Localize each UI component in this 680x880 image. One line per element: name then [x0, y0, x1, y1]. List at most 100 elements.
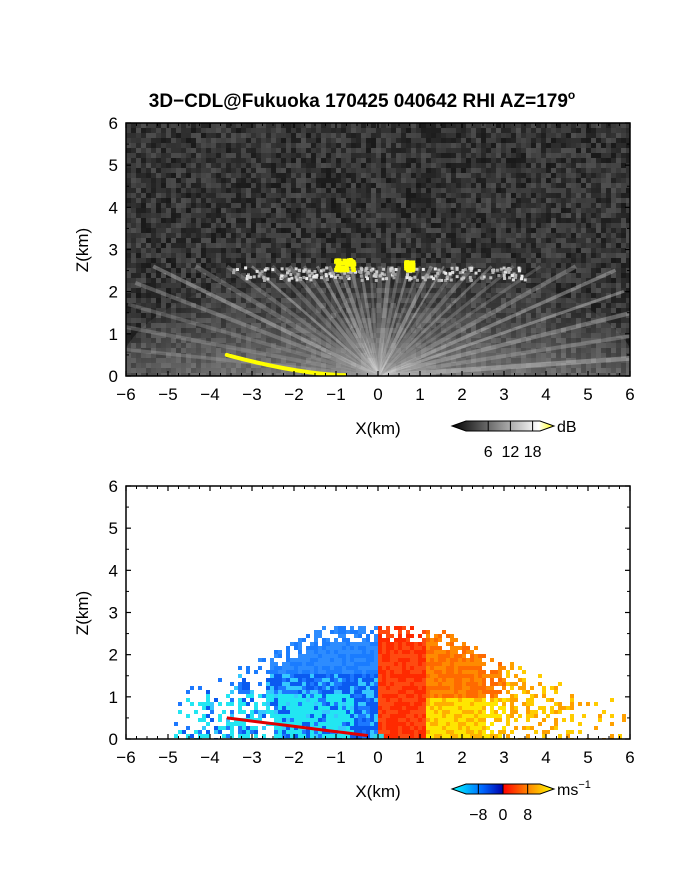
noise-cell [496, 198, 501, 203]
noise-cell [481, 183, 486, 188]
noise-cell [301, 128, 306, 133]
noise-cell [421, 188, 426, 193]
noise-cell [456, 253, 461, 258]
noise-cell [411, 208, 416, 213]
noise-cell [191, 128, 196, 133]
noise-cell [611, 263, 616, 268]
noise-cell [506, 128, 511, 133]
noise-cell [296, 168, 301, 173]
noise-cell [596, 253, 601, 258]
noise-cell [616, 313, 621, 318]
noise-cell [191, 238, 196, 243]
noise-cell [541, 223, 546, 228]
noise-cell [561, 268, 566, 273]
noise-cell [241, 263, 246, 268]
noise-cell [171, 243, 176, 248]
noise-cell [496, 243, 501, 248]
noise-cell [216, 128, 221, 133]
noise-cell [141, 213, 146, 218]
noise-cell [171, 153, 176, 158]
noise-cell [306, 188, 311, 193]
noise-cell [316, 128, 321, 133]
noise-cell [291, 193, 296, 198]
noise-cell [591, 198, 596, 203]
noise-cell [351, 123, 356, 128]
noise-cell [316, 218, 321, 223]
noise-cell [386, 223, 391, 228]
noise-cell [561, 278, 566, 283]
noise-cell [576, 223, 581, 228]
noise-cell [176, 193, 181, 198]
noise-cell [611, 283, 616, 288]
noise-cell [156, 178, 161, 183]
noise-cell [511, 123, 516, 128]
noise-cell [616, 288, 621, 293]
noise-cell [366, 143, 371, 148]
noise-cell [406, 183, 411, 188]
noise-cell [301, 233, 306, 238]
noise-cell [136, 138, 141, 143]
noise-cell [611, 288, 616, 293]
noise-cell [171, 293, 176, 298]
noise-cell [426, 213, 431, 218]
noise-cell [621, 153, 626, 158]
noise-cell [396, 143, 401, 148]
noise-cell [371, 123, 376, 128]
noise-cell [576, 138, 581, 143]
noise-cell [166, 258, 171, 263]
noise-cell [191, 233, 196, 238]
noise-cell [381, 138, 386, 143]
noise-cell [176, 273, 181, 278]
noise-cell [566, 288, 571, 293]
noise-cell [466, 188, 471, 193]
noise-cell [371, 138, 376, 143]
noise-cell [546, 278, 551, 283]
noise-cell [611, 133, 616, 138]
noise-cell [156, 253, 161, 258]
noise-cell [126, 298, 131, 303]
noise-cell [466, 253, 471, 258]
noise-cell [421, 168, 426, 173]
noise-cell [616, 223, 621, 228]
noise-cell [306, 158, 311, 163]
noise-cell [556, 238, 561, 243]
noise-cell [181, 253, 186, 258]
noise-cell [506, 188, 511, 193]
noise-cell [511, 233, 516, 238]
noise-cell [251, 243, 256, 248]
noise-cell [291, 243, 296, 248]
noise-cell [386, 208, 391, 213]
noise-cell [351, 168, 356, 173]
noise-cell [126, 218, 131, 223]
noise-cell [346, 133, 351, 138]
noise-cell [431, 253, 436, 258]
noise-cell [376, 178, 381, 183]
noise-cell [421, 163, 426, 168]
noise-cell [211, 153, 216, 158]
noise-cell [351, 198, 356, 203]
noise-cell [301, 238, 306, 243]
noise-cell [176, 133, 181, 138]
noise-cell [421, 253, 426, 258]
noise-cell [261, 123, 266, 128]
noise-cell [226, 183, 231, 188]
noise-cell [416, 253, 421, 258]
noise-cell [261, 143, 266, 148]
noise-cell [441, 178, 446, 183]
noise-cell [331, 213, 336, 218]
noise-cell [146, 283, 151, 288]
noise-cell [626, 168, 630, 173]
noise-cell [271, 223, 276, 228]
noise-cell [126, 168, 131, 173]
noise-cell [566, 133, 571, 138]
noise-cell [496, 178, 501, 183]
noise-cell [221, 193, 226, 198]
noise-cell [346, 253, 351, 258]
noise-cell [451, 218, 456, 223]
noise-cell [466, 178, 471, 183]
noise-cell [371, 223, 376, 228]
noise-cell [461, 193, 466, 198]
noise-cell [606, 283, 611, 288]
noise-cell [541, 253, 546, 258]
noise-cell [326, 193, 331, 198]
